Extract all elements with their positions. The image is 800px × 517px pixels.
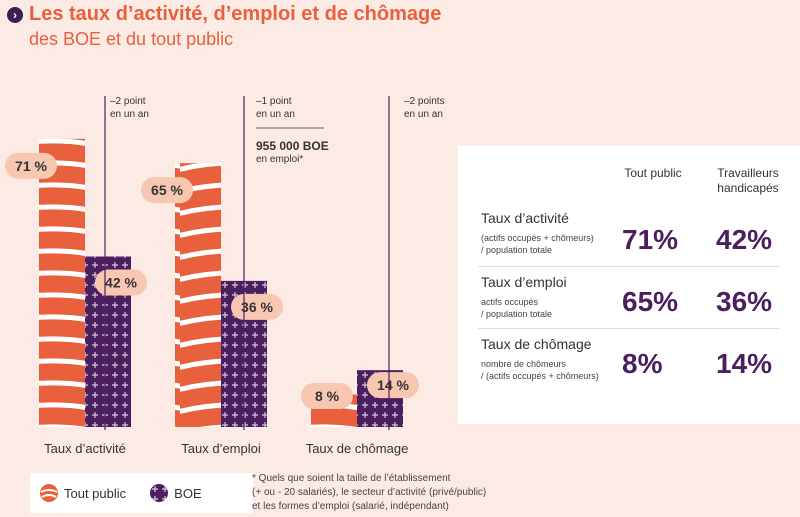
category-label: Taux d’activité <box>44 441 126 456</box>
data-label-pill <box>95 269 147 296</box>
row-desc: / (actifs occupés + chômeurs) <box>481 371 599 381</box>
tout-public-swatch-icon <box>40 484 58 502</box>
row-name: Taux d’activité <box>481 210 569 226</box>
row-divider <box>478 266 780 267</box>
chevron-right-icon: › <box>7 6 23 23</box>
row-name: Taux de chômage <box>481 336 592 352</box>
bar-tout-public <box>175 163 221 428</box>
value-tout-public: 65% <box>622 286 679 317</box>
col-header-tout-public: Tout public <box>624 166 682 180</box>
title-row: › Les taux d’activité, d’emploi et de ch… <box>7 3 441 26</box>
data-label: 71 % <box>15 158 47 174</box>
data-label: 36 % <box>241 299 273 315</box>
annotation-text: en un an <box>404 109 443 120</box>
col-header-travailleurs-handicapes: Travailleurs handicapés <box>717 166 779 195</box>
footnote-line: et les formes d’emploi (salarié, indépen… <box>252 501 449 512</box>
callout-text: en emploi* <box>256 154 303 165</box>
row-desc: (actifs occupés + chômeurs) <box>481 233 594 243</box>
chart-legend: Tout public BOE <box>30 473 253 513</box>
row-desc: / population totale <box>481 309 553 319</box>
legend-item-boe: BOE <box>150 484 202 502</box>
chart-marks: 71 % 42 % Taux d’activité 65 % 36 % Taux d’em… <box>5 138 419 456</box>
summary-table: Tout public Travailleurs handicapés Taux… <box>458 146 800 424</box>
annotation-text: en un an <box>110 109 149 120</box>
data-label: 14 % <box>377 377 409 393</box>
value-boe: 42% <box>716 224 773 255</box>
footnote: * Quels que soient la taille de l’établi… <box>252 472 542 514</box>
value-tout-public: 8% <box>622 348 663 379</box>
footnote-line: (+ ou - 20 salariés), le secteur d’activ… <box>252 487 487 498</box>
row-desc: / population totale <box>481 245 553 255</box>
row-desc: nombre de chômeurs <box>481 359 567 369</box>
callout-value: 955 000 BOE <box>256 139 329 153</box>
row-divider <box>478 328 780 329</box>
annotation-text: –1 point <box>256 96 292 107</box>
legend-label: Tout public <box>64 485 127 501</box>
row-desc: actifs occupés <box>481 297 539 307</box>
legend-label: BOE <box>174 485 202 501</box>
footnote-line: * Quels que soient la taille de l’établi… <box>252 473 451 484</box>
data-label: 8 % <box>315 388 340 404</box>
data-label-pill <box>141 177 193 204</box>
data-label-pill <box>5 152 57 179</box>
value-boe: 36% <box>716 286 773 317</box>
data-label: 65 % <box>151 182 183 198</box>
legend-item-tout-public: Tout public <box>40 484 126 502</box>
annotation-text: –2 points <box>404 96 445 107</box>
page-subtitle: des BOE et du tout public <box>29 29 234 49</box>
annotation-text: en un an <box>256 109 295 120</box>
category-label: Taux de chômage <box>306 441 409 456</box>
row-name: Taux d’emploi <box>481 274 567 290</box>
value-boe: 14% <box>716 348 773 379</box>
value-tout-public: 71% <box>622 224 679 255</box>
data-label: 42 % <box>105 275 137 291</box>
boe-swatch-icon <box>150 484 169 502</box>
data-label-pill <box>301 383 353 409</box>
annotation-text: –2 point <box>110 96 146 107</box>
bar-tout-public <box>39 138 85 427</box>
page-title: Les taux d’activité, d’emploi et de chôm… <box>29 3 442 25</box>
data-label-pill <box>367 372 419 399</box>
category-label: Taux d’emploi <box>181 441 261 456</box>
